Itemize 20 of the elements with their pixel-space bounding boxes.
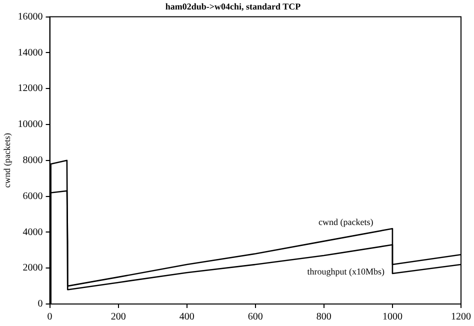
y-tick-label: 8000: [22, 155, 43, 166]
y-tick-label: 10000: [18, 119, 43, 130]
y-tick-label: 14000: [18, 47, 43, 58]
y-tick-label: 16000: [18, 11, 43, 22]
y-axis-title: cwnd (packets): [2, 133, 12, 188]
y-tick-label: 12000: [18, 83, 43, 94]
series-label: cwnd (packets): [318, 217, 374, 228]
x-tick-label: 200: [110, 312, 126, 323]
x-tick-label: 800: [316, 312, 332, 323]
y-tick-label: 2000: [22, 262, 43, 274]
y-tick-label: 6000: [22, 190, 43, 202]
y-tick-label: 4000: [22, 226, 43, 238]
series-label: throughput (x10Mbs): [307, 266, 384, 276]
chart-title: ham02dub->w04chi, standard TCP: [165, 2, 302, 12]
x-tick-label: 600: [248, 312, 263, 323]
x-tick-label: 0: [47, 312, 52, 323]
y-tick-label: 0: [38, 298, 43, 310]
x-tick-label: 400: [179, 312, 194, 323]
x-tick-label: 1200: [451, 312, 471, 323]
x-tick-label: 1000: [382, 312, 402, 323]
